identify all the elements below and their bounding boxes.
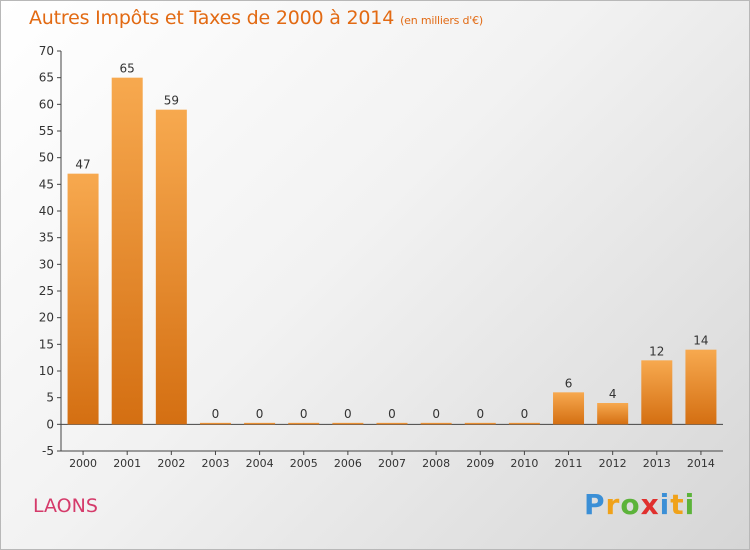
y-tick-label: 5: [46, 391, 54, 405]
logo-letter: i: [659, 488, 671, 521]
value-label: 65: [120, 62, 135, 76]
y-tick-label: 40: [39, 204, 54, 218]
x-tick-label: 2003: [201, 457, 229, 470]
bar-2004: [244, 422, 276, 425]
x-tick-label: 2001: [113, 457, 141, 470]
y-tick-label: 25: [39, 284, 54, 298]
value-label: 0: [476, 407, 484, 421]
y-tick-label: 70: [39, 44, 54, 58]
bar-2005: [288, 422, 320, 425]
bar-2003: [199, 422, 231, 425]
x-tick-label: 2012: [599, 457, 627, 470]
chart-bars: [67, 77, 717, 425]
y-tick-label: -5: [42, 444, 54, 458]
bar-2000: [67, 173, 99, 425]
y-tick-label: 30: [39, 257, 54, 271]
logo-letter: r: [605, 488, 621, 521]
title-text: Autres Impôts et Taxes de 2000 à 2014: [29, 7, 395, 29]
y-tick-label: 65: [39, 71, 54, 85]
value-label: 0: [521, 407, 529, 421]
x-tick-label: 2013: [643, 457, 671, 470]
x-tick-label: 2014: [687, 457, 715, 470]
value-label: 4: [609, 387, 617, 401]
x-tick-label: 2011: [555, 457, 583, 470]
value-label: 0: [388, 407, 396, 421]
bar-2006: [332, 422, 364, 425]
value-label: 0: [432, 407, 440, 421]
value-label: 0: [256, 407, 264, 421]
x-tick-label: 2005: [290, 457, 318, 470]
bar-2014: [685, 349, 717, 425]
bar-2008: [420, 422, 452, 425]
y-tick-label: 50: [39, 151, 54, 165]
x-tick-label: 2004: [246, 457, 274, 470]
value-label: 0: [344, 407, 352, 421]
x-tick-label: 2007: [378, 457, 406, 470]
value-label: 12: [649, 344, 664, 358]
y-tick-label: 45: [39, 177, 54, 191]
logo-letter: i: [684, 488, 696, 521]
y-tick-label: 60: [39, 97, 54, 111]
bar-2011: [553, 392, 585, 425]
x-tick-label: 2009: [466, 457, 494, 470]
logo-letter: x: [640, 488, 660, 521]
value-label: 0: [300, 407, 308, 421]
x-tick-label: 2010: [510, 457, 538, 470]
unit-note: (en milliers d'€): [400, 14, 483, 27]
value-label: 14: [693, 334, 708, 348]
x-tick-label: 2000: [69, 457, 97, 470]
y-tick-label: 35: [39, 231, 54, 245]
y-tick-label: 55: [39, 124, 54, 138]
value-label: 6: [565, 376, 573, 390]
value-label: 47: [75, 158, 90, 172]
x-tick-label: 2006: [334, 457, 362, 470]
y-tick-label: 15: [39, 337, 54, 351]
logo-letter: P: [584, 488, 606, 521]
x-tick-label: 2002: [157, 457, 185, 470]
y-tick-label: 20: [39, 311, 54, 325]
y-tick-label: 0: [46, 417, 54, 431]
y-tick-label: 10: [39, 364, 54, 378]
bar-2001: [111, 77, 143, 425]
bar-2007: [376, 422, 408, 425]
chart-title: Autres Impôts et Taxes de 2000 à 2014 (en…: [29, 7, 483, 29]
place-name: LAONS: [33, 495, 98, 517]
bar-2012: [597, 403, 629, 425]
chart-labels: 47 65 59 0 0 0 0 0 0 0 0 6 4 12 14: [75, 62, 708, 421]
proxiti-logo[interactable]: Proxiti: [584, 488, 695, 521]
bar-2009: [464, 422, 496, 425]
x-tick-label: 2008: [422, 457, 450, 470]
logo-letter: t: [670, 488, 685, 521]
value-label: 0: [212, 407, 220, 421]
value-label: 59: [164, 94, 179, 108]
logo-letter: o: [620, 488, 641, 521]
bar-2002: [155, 109, 187, 425]
bar-2010: [508, 422, 540, 425]
bar-2013: [641, 360, 673, 425]
